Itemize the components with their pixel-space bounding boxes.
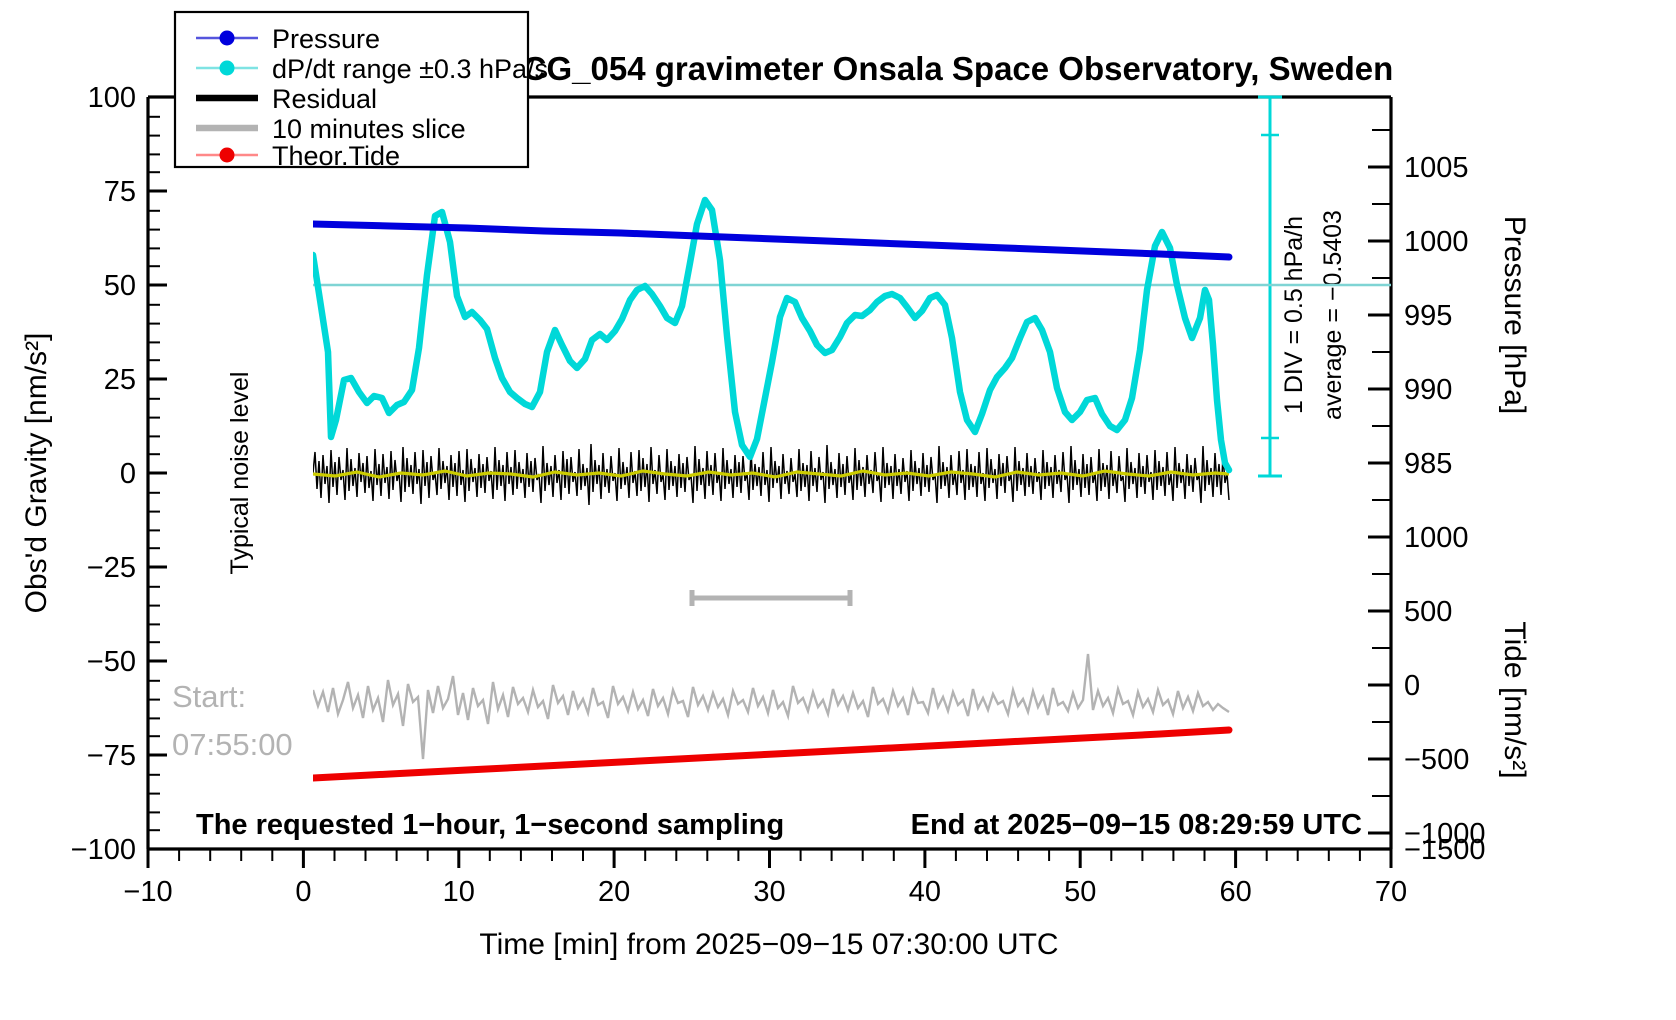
tide-tick-label: 500 — [1404, 596, 1452, 628]
left-tick-label: 0 — [120, 458, 136, 490]
left-tick-label: −25 — [87, 552, 136, 584]
average-note: average = −0.5403 — [1319, 210, 1347, 420]
right-axis-ticks — [1368, 129, 1391, 835]
tide-tick-label: 1000 — [1404, 522, 1469, 554]
dpdt-marker-icon — [219, 60, 235, 76]
page-title: SCG_054 gravimeter Onsala Space Observat… — [501, 50, 1394, 87]
pressure-series — [313, 220, 1233, 261]
left-tick-label: −50 — [87, 646, 136, 678]
dpdt-series — [313, 196, 1233, 474]
bottom-axis-ticks — [146, 849, 1393, 868]
left-tick-label: 50 — [104, 270, 136, 302]
pressure-tick-label: 995 — [1404, 300, 1452, 332]
bottom-tick-label: 30 — [753, 876, 785, 908]
bottom-tick-label: 40 — [909, 876, 941, 908]
right-tide-tick-labels: 1000 500 0 −500 −1000 −1500 — [1404, 522, 1485, 866]
left-tick-label: 25 — [104, 364, 136, 396]
plot-content — [313, 196, 1391, 782]
start-label: Start: — [172, 679, 246, 714]
legend-label: 10 minutes slice — [272, 114, 466, 144]
legend-label: Pressure — [272, 24, 380, 54]
bottom-tick-label: 10 — [443, 876, 475, 908]
pressure-tick-label: 1000 — [1404, 226, 1469, 258]
left-axis-title: Obs'd Gravity [nm/s²] — [20, 333, 53, 614]
legend-label: Theor.Tide — [272, 141, 400, 171]
left-axis-ticks — [148, 95, 167, 851]
pressure-tick-label: 1005 — [1404, 152, 1469, 184]
tide-marker-icon — [219, 147, 235, 163]
legend-item-tide[interactable]: Theor.Tide — [196, 141, 400, 171]
end-note: End at 2025−09−15 08:29:59 UTC — [911, 809, 1362, 841]
pressure-marker-icon — [219, 30, 235, 46]
left-tick-label: −75 — [87, 740, 136, 772]
slice-range-bar — [689, 590, 853, 606]
legend-label: Residual — [272, 84, 377, 114]
legend: Pressure dP/dt range ±0.3 hPa/s Residual… — [173, 10, 548, 171]
bottom-tick-label: 50 — [1064, 876, 1096, 908]
tide-tick-label: −1500 — [1404, 834, 1485, 866]
legend-item-pressure[interactable]: Pressure — [196, 24, 380, 54]
left-axis-tick-labels: 100 75 50 25 0 −25 −50 −75 −100 — [71, 82, 136, 866]
right-tide-axis-title: Tide [nm/s²] — [1498, 621, 1531, 778]
legend-item-residual[interactable]: Residual — [196, 84, 377, 114]
bottom-axis-title: Time [min] from 2025−09−15 07:30:00 UTC — [479, 928, 1058, 961]
left-tick-label: 100 — [88, 82, 136, 114]
sampling-note: The requested 1−hour, 1−second sampling — [196, 809, 784, 841]
bottom-tick-label: 60 — [1219, 876, 1251, 908]
noise-level-label: Typical noise level — [226, 372, 254, 575]
smoothed-residual-series — [313, 469, 1230, 479]
right-pressure-tick-labels: 1005 1000 995 990 985 — [1404, 152, 1469, 480]
start-time: 07:55:00 — [172, 727, 293, 762]
right-pressure-axis-title: Pressure [hPa] — [1498, 216, 1531, 414]
tide-tick-label: −500 — [1404, 744, 1469, 776]
bottom-tick-label: 0 — [295, 876, 311, 908]
legend-label: dP/dt range ±0.3 hPa/s — [272, 54, 548, 84]
legend-item-dpdt[interactable]: dP/dt range ±0.3 hPa/s — [196, 54, 548, 84]
tide-series — [313, 726, 1233, 782]
pressure-tick-label: 985 — [1404, 448, 1452, 480]
bottom-tick-label: −10 — [123, 876, 172, 908]
pressure-tick-label: 990 — [1404, 374, 1452, 406]
dpdt-scale-bar — [1258, 95, 1282, 478]
bottom-tick-label: 20 — [598, 876, 630, 908]
left-tick-label: −100 — [71, 834, 136, 866]
bottom-axis-tick-labels: −10 0 10 20 30 40 50 60 70 — [123, 876, 1407, 908]
bottom-tick-label: 70 — [1375, 876, 1407, 908]
tide-tick-label: −1000 — [1404, 818, 1485, 850]
slice-series — [313, 653, 1230, 760]
div-scale-note: 1 DIV = 0.5 hPa/h — [1280, 216, 1308, 414]
left-tick-label: 75 — [104, 176, 136, 208]
tide-tick-label: 0 — [1404, 670, 1420, 702]
legend-item-slice[interactable]: 10 minutes slice — [196, 114, 466, 144]
